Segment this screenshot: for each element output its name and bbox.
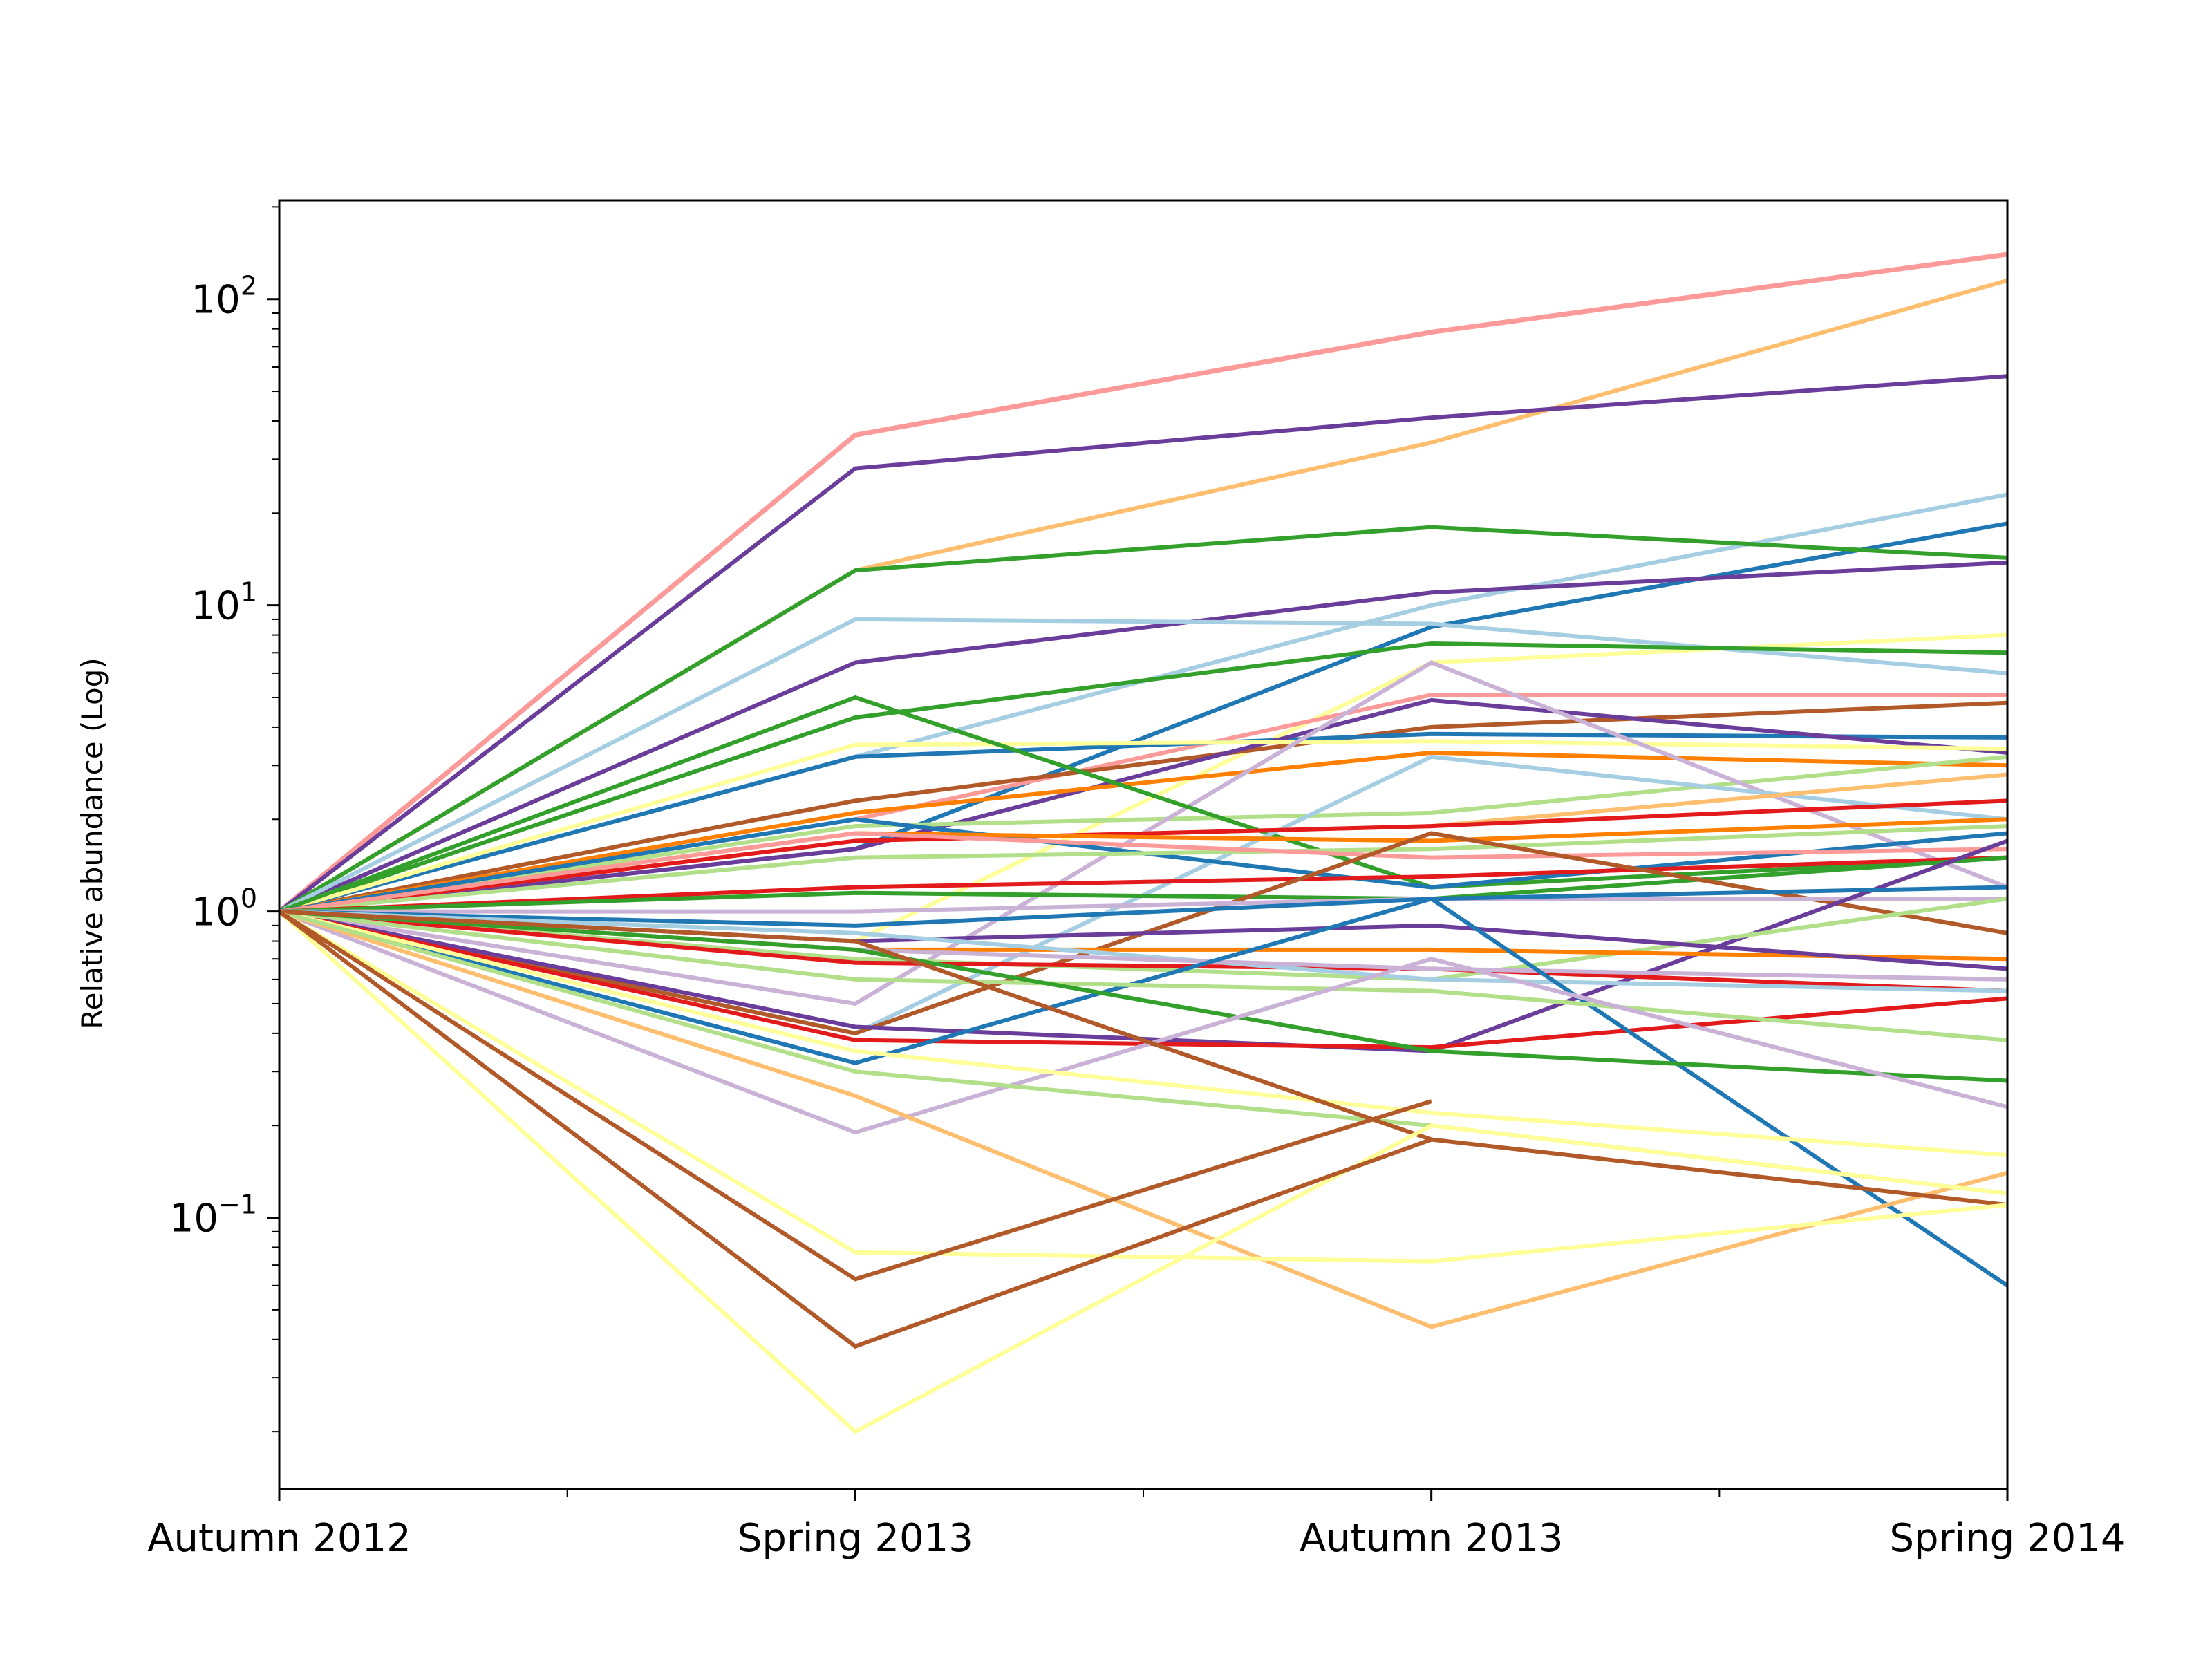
y-axis-label: Relative abundance (Log): [75, 657, 109, 1029]
series-line-16: [279, 750, 2007, 914]
series-line-15: [279, 739, 2007, 914]
series-line-51: [279, 910, 1432, 1349]
series-line-6: [279, 525, 2007, 914]
axes-layer: 102 101 100 10−1 Autumn 2012 Spring 2013 Autum…: [147, 199, 2126, 1561]
series-line-19: [279, 695, 2007, 914]
x-tick-label: Autumn 2012: [147, 1516, 411, 1561]
x-tick-label: Spring 2013: [738, 1516, 973, 1561]
y-tick-label: 101: [191, 577, 257, 629]
series-line-49: [279, 910, 2007, 1434]
series-line-43: [279, 909, 2007, 1135]
series-line-3: [279, 374, 2007, 913]
series-line-7: [279, 560, 2007, 914]
series-line-32: [279, 885, 2007, 928]
y-tick-label: 102: [191, 271, 257, 323]
series-line-42: [279, 909, 2007, 1083]
series-line-4: [279, 492, 2007, 914]
series-line-25: [279, 824, 2007, 914]
series-line-36: [279, 909, 2007, 993]
series-line-26: [279, 831, 2007, 914]
series-line-41: [279, 909, 2007, 1042]
series-line-40: [279, 897, 2007, 1288]
series-line-14: [279, 697, 2007, 914]
series-line-30: [279, 897, 2007, 914]
y-tick-label: 100: [191, 883, 257, 935]
series-line-45: [279, 909, 2007, 1329]
x-tick-label: Spring 2014: [1889, 1516, 2125, 1561]
y-tick-label: 10−1: [169, 1190, 257, 1241]
series-line-48: [279, 910, 2007, 1264]
series-line-50: [279, 910, 1432, 1282]
series-line-22: [279, 798, 2007, 914]
series-line-1: [279, 252, 2007, 914]
series-line-37: [279, 909, 2007, 993]
series-line-10: [279, 641, 2007, 914]
series-line-44: [279, 909, 2007, 1158]
series-layer: [279, 252, 2007, 1434]
series-line-17: [279, 754, 2007, 914]
series-line-28: [279, 855, 2007, 914]
series-line-12: [279, 700, 2007, 914]
x-tick-label: Autumn 2013: [1300, 1516, 1564, 1561]
series-line-13: [279, 731, 2007, 914]
series-line-27: [279, 855, 2007, 914]
series-line-47: [279, 909, 2007, 1208]
